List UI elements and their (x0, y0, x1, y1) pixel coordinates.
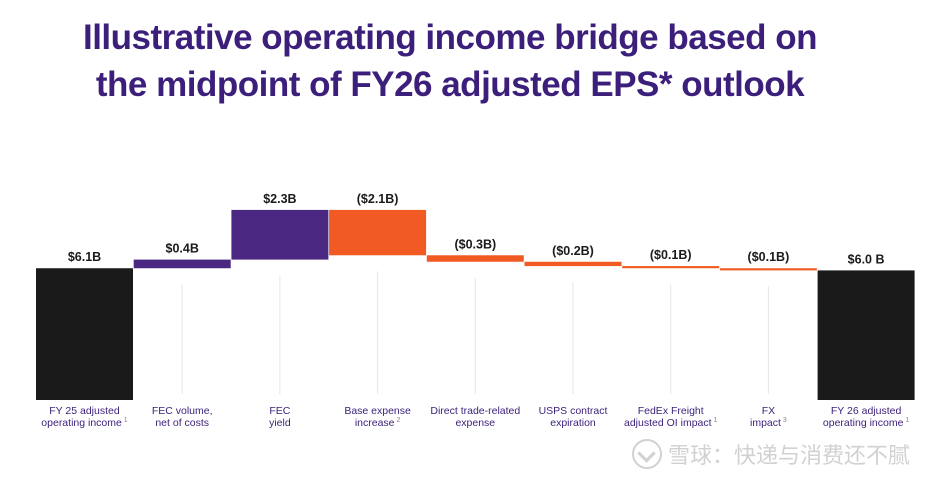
bar-7 (622, 266, 720, 269)
title-line-1: Illustrative operating income bridge bas… (82, 18, 818, 57)
category-label-2: FEC volume, net of costs (152, 405, 213, 429)
connector-lines (181, 271, 769, 394)
category-label-5: Direct trade-related expense (430, 405, 520, 429)
category-label-9: FY 26 adjusted operating income 1 (823, 405, 910, 429)
category-label-1: FY 25 adjusted operating income 1 (41, 405, 128, 429)
value-label-3: $2.3B (263, 192, 296, 206)
bar-5 (426, 255, 524, 262)
category-label-6: USPS contract expiration (539, 405, 608, 429)
value-labels: $6.1B $0.4B $2.3B ($2.1B) ($0.3B) ($0.2B) ($0.… (68, 192, 885, 266)
value-label-2: $0.4B (166, 242, 199, 256)
value-label-1: $6.1B (68, 250, 101, 264)
bar-1 (36, 268, 133, 400)
bar-8 (719, 268, 817, 271)
snowball-logo-icon (631, 439, 662, 469)
bar-6 (524, 261, 622, 267)
value-label-4: ($2.1B) (357, 192, 399, 206)
bars (36, 209, 915, 400)
category-label-7: FedEx Freight adjusted OI impact 1 (624, 405, 717, 429)
category-labels: FY 25 adjusted operating income 1 FEC volu… (41, 405, 909, 429)
bar-9 (817, 270, 915, 400)
value-label-8: ($0.1B) (748, 250, 790, 264)
chart-title: Illustrative operating income bridge bas… (0, 14, 900, 108)
category-label-4: Base expense increase 2 (344, 405, 411, 429)
bar-3 (231, 209, 329, 260)
title-line-2: the midpoint of FY26 adjusted EPS* outlo… (95, 65, 805, 104)
watermark-text: 雪球：快递与消费还不腻 (667, 444, 910, 469)
value-label-9: $6.0 B (848, 252, 885, 266)
watermark: 雪球：快递与消费还不腻 (631, 438, 910, 470)
bar-4 (329, 209, 427, 256)
category-label-3: FEC yield (269, 405, 291, 429)
category-label-8: FX impact 3 (750, 405, 787, 429)
value-label-6: ($0.2B) (552, 244, 594, 258)
value-label-5: ($0.3B) (454, 237, 496, 251)
value-label-7: ($0.1B) (650, 248, 692, 262)
bar-2 (133, 259, 231, 269)
